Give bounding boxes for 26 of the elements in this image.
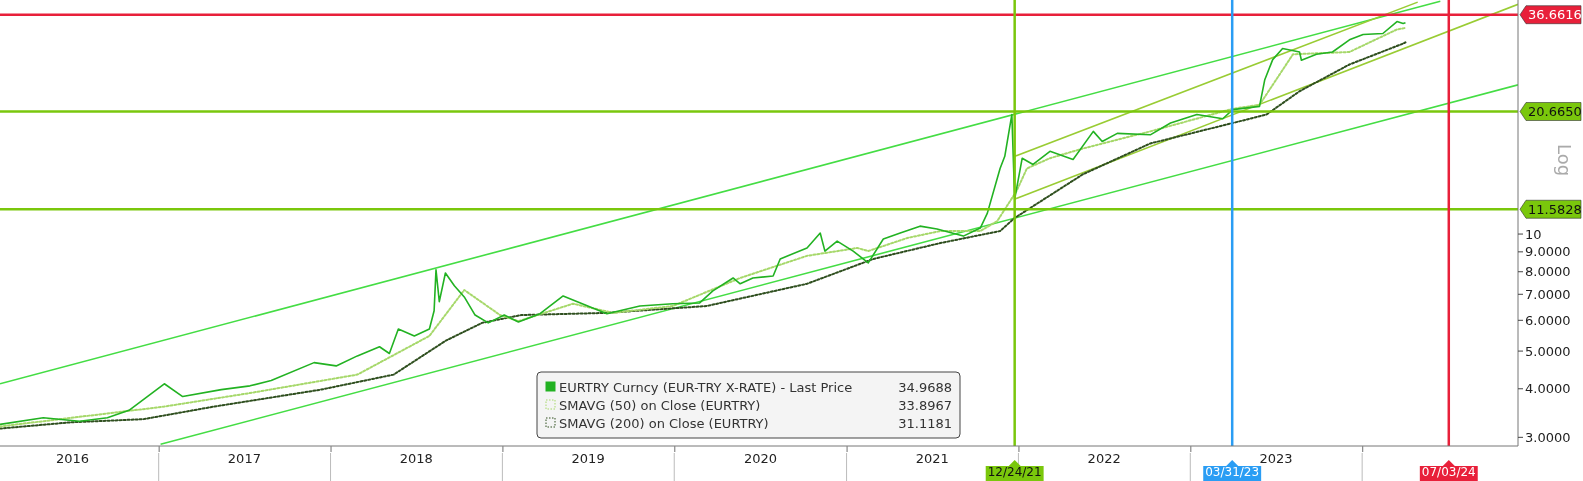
text: Log <box>1554 143 1575 177</box>
ref-line-label: 12/24/21 <box>987 465 1042 479</box>
text: EURTRY Curncy (EUR-TRY X-RATE) - Last Price 34.9688 <box>559 379 952 395</box>
ref-line-label: 07/03/24 <box>1421 465 1476 479</box>
y-tick-label: 4.0000 <box>1525 381 1571 397</box>
y-tick-label: 9.0000 <box>1525 244 1571 260</box>
y-tick-label: 3.0000 <box>1525 429 1571 445</box>
x-tick-label: 2022 <box>1087 451 1121 467</box>
x-tick-label: 2016 <box>55 451 90 467</box>
y-tick-label: 6.0000 <box>1525 312 1571 328</box>
x-tick-label: 2018 <box>399 451 433 467</box>
y-tick-label: 8.0000 <box>1525 264 1571 280</box>
ref-line-label: 36.6616 <box>1528 7 1582 23</box>
y-tick-label: 5.0000 <box>1525 343 1571 359</box>
x-tick-label: 2021 <box>915 451 949 467</box>
ref-line-label: 03/31/23 <box>1205 465 1260 479</box>
text: SMAVG (200) on Close (EURTRY) 31.1181 <box>559 415 952 431</box>
ref-line-label: 11.5828 <box>1528 201 1582 217</box>
x-tick-label: 2017 <box>227 451 261 467</box>
y-tick-label: 10 <box>1525 226 1542 242</box>
ref-line-label: 20.6650 <box>1528 104 1582 120</box>
x-tick-label: 2023 <box>1259 451 1293 467</box>
text: SMAVG (50) on Close (EURTRY) 33.8967 <box>559 397 952 413</box>
x-tick-label: 2020 <box>743 451 777 467</box>
y-tick-label: 7.0000 <box>1525 286 1571 302</box>
x-tick-label: 2019 <box>571 451 605 467</box>
